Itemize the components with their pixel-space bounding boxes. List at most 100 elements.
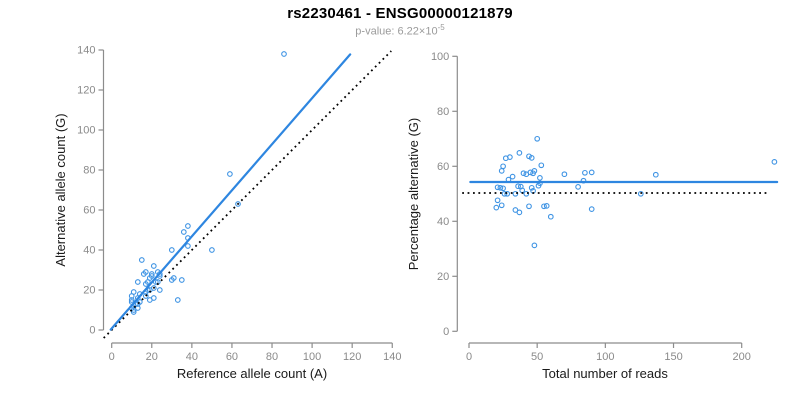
- data-point: [528, 184, 535, 191]
- percentage-scatter-panel: Total number of reads Percentage alterna…: [406, 51, 779, 381]
- x-tick-label: 20: [146, 351, 158, 363]
- data-point: [156, 287, 163, 293]
- data-point: [637, 190, 644, 197]
- y-tick-label: 20: [437, 271, 449, 283]
- x-tick-label: 0: [466, 351, 472, 363]
- data-point: [512, 207, 519, 213]
- identity-line: [103, 50, 392, 339]
- data-point: [528, 155, 535, 161]
- data-point: [136, 299, 143, 305]
- data-point: [128, 297, 135, 303]
- data-point: [281, 51, 287, 57]
- data-point: [235, 201, 241, 207]
- data-point: [134, 279, 141, 285]
- left-y-axis-title: Alternative allele count (G): [53, 113, 68, 266]
- p-value-text: p-value: 6.22×10: [355, 25, 438, 38]
- data-point: [504, 190, 511, 197]
- data-point: [174, 297, 181, 303]
- right-y-axis-title: Percentage alternative (G): [406, 118, 421, 270]
- data-point: [494, 184, 501, 191]
- data-point: [530, 170, 536, 177]
- y-tick-label: 0: [89, 325, 95, 337]
- data-point: [150, 285, 157, 291]
- data-point: [168, 247, 175, 253]
- data-point: [543, 203, 550, 209]
- data-point: [541, 203, 547, 210]
- data-point: [582, 169, 588, 176]
- data-point: [185, 223, 191, 229]
- x-tick-label: 80: [266, 351, 278, 363]
- data-point: [209, 247, 215, 253]
- y-tick-label: 60: [83, 205, 95, 217]
- data-point: [168, 277, 175, 283]
- data-point: [180, 229, 187, 235]
- data-point: [547, 213, 554, 220]
- data-point: [537, 175, 543, 181]
- data-point: [494, 197, 501, 204]
- data-point: [527, 169, 534, 176]
- y-tick-label: 100: [431, 51, 449, 63]
- data-point: [520, 170, 527, 177]
- data-point: [526, 203, 532, 210]
- x-tick-label: 50: [531, 351, 543, 363]
- data-point: [575, 184, 581, 190]
- data-point: [588, 169, 595, 176]
- data-point: [493, 204, 500, 211]
- p-value-exponent: -5: [437, 23, 445, 32]
- data-point: [142, 269, 149, 275]
- data-point: [509, 173, 516, 180]
- data-point: [516, 209, 523, 216]
- plot-title: rs2230461 - ENSG00000121879: [287, 5, 513, 22]
- data-point: [150, 263, 157, 269]
- data-point: [148, 273, 155, 279]
- data-point: [498, 168, 505, 174]
- x-tick-label: 60: [226, 351, 238, 363]
- x-tick-label: 0: [109, 351, 115, 363]
- x-tick-label: 100: [596, 351, 614, 363]
- left-x-axis-title: Reference allele count (A): [177, 366, 327, 381]
- data-point: [227, 171, 233, 177]
- data-point: [498, 202, 505, 209]
- data-point: [138, 257, 145, 263]
- data-point: [150, 295, 157, 301]
- regression-line: [109, 53, 352, 331]
- x-tick-label: 150: [664, 351, 682, 363]
- y-tick-label: 80: [83, 165, 95, 177]
- y-tick-label: 20: [83, 285, 95, 297]
- data-point: [500, 185, 506, 192]
- x-tick-label: 100: [303, 351, 321, 363]
- allele-count-scatter-panel: Reference allele count (A) Alternative a…: [53, 45, 401, 382]
- data-point: [130, 309, 137, 315]
- data-point: [134, 305, 141, 311]
- data-point: [515, 183, 521, 190]
- data-point: [178, 277, 185, 283]
- right-x-axis-title: Total number of reads: [542, 366, 668, 381]
- y-tick-label: 40: [437, 216, 449, 228]
- data-point: [652, 171, 659, 178]
- data-point: [561, 171, 568, 178]
- x-tick-label: 200: [733, 351, 751, 363]
- data-point: [534, 135, 541, 142]
- data-point: [516, 150, 523, 156]
- data-point: [142, 293, 149, 299]
- x-tick-label: 140: [383, 351, 401, 363]
- data-point: [502, 155, 509, 162]
- data-point: [185, 243, 191, 249]
- x-tick-label: 40: [186, 351, 198, 363]
- data-point: [538, 162, 545, 169]
- y-tick-label: 80: [437, 106, 449, 118]
- data-point: [771, 159, 778, 165]
- x-tick-label: 120: [343, 351, 361, 363]
- data-point: [128, 293, 135, 299]
- y-tick-label: 140: [77, 45, 95, 57]
- data-point: [500, 163, 506, 170]
- data-point: [531, 242, 538, 249]
- data-point: [497, 184, 504, 191]
- y-tick-label: 40: [83, 245, 95, 257]
- p-value-subtitle: p-value: 6.22×10-5: [0, 23, 800, 38]
- y-tick-label: 0: [443, 326, 449, 338]
- y-tick-label: 60: [437, 161, 449, 173]
- y-tick-label: 100: [77, 125, 95, 137]
